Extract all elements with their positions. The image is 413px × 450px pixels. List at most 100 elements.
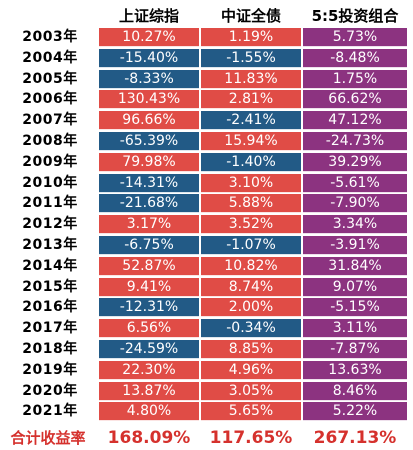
cell-shanghai-composite: 79.98% xyxy=(99,152,199,172)
cell-shanghai-composite: -8.33% xyxy=(99,69,199,89)
total-return-portfolio: 267.13% xyxy=(313,428,397,448)
table-row: 2021年 4.80% 5.65% 5.22% xyxy=(0,402,413,422)
cell-shanghai-composite: 130.43% xyxy=(99,90,199,110)
column-header-shanghai-composite: 上证综指 xyxy=(118,7,179,25)
cell-portfolio: -8.48% xyxy=(303,48,407,68)
year-label: 2003年 xyxy=(22,29,78,45)
table-row: 2019年 22.30% 4.96% 13.63% xyxy=(0,360,413,380)
cell-csi-bond: 2.81% xyxy=(201,90,301,110)
cell-csi-bond: 4.96% xyxy=(201,360,301,380)
cell-shanghai-composite: 10.27% xyxy=(99,28,199,47)
cell-shanghai-composite: -65.39% xyxy=(99,132,199,151)
year-label: 2009年 xyxy=(22,153,78,170)
cell-portfolio: -7.90% xyxy=(303,194,407,214)
cell-csi-bond: 5.88% xyxy=(201,194,301,214)
total-return-csi-bond: 117.65% xyxy=(209,428,293,448)
cell-portfolio: 1.75% xyxy=(303,69,407,89)
cell-shanghai-composite: 22.30% xyxy=(99,360,199,380)
year-label: 2011年 xyxy=(22,195,78,212)
table-row: 2006年 130.43% 2.81% 66.62% xyxy=(0,90,413,110)
cell-portfolio: 3.34% xyxy=(303,215,407,235)
cell-portfolio: 31.84% xyxy=(303,256,407,276)
year-label: 2004年 xyxy=(22,49,78,66)
cell-portfolio: -7.87% xyxy=(303,340,407,359)
table-row: 2008年 -65.39% 15.94% -24.73% xyxy=(0,132,413,151)
year-label: 2005年 xyxy=(22,70,78,87)
cell-shanghai-composite: -6.75% xyxy=(99,236,199,255)
cell-shanghai-composite: 6.56% xyxy=(99,319,199,339)
cell-csi-bond: -2.41% xyxy=(201,111,301,131)
cell-portfolio: 13.63% xyxy=(303,360,407,380)
table-row: 2004年 -15.40% -1.55% -8.48% xyxy=(0,48,413,68)
cell-shanghai-composite: -15.40% xyxy=(99,48,199,68)
cell-csi-bond: -1.40% xyxy=(201,152,301,172)
cell-portfolio: -5.15% xyxy=(303,298,407,318)
cell-portfolio: -24.73% xyxy=(303,132,407,151)
year-label: 2015年 xyxy=(22,278,78,295)
year-label: 2008年 xyxy=(22,133,78,149)
cell-csi-bond: 8.74% xyxy=(201,277,301,297)
year-label: 2017年 xyxy=(22,320,78,337)
cell-portfolio: 66.62% xyxy=(303,90,407,110)
cell-portfolio: 39.29% xyxy=(303,152,407,172)
year-label: 2006年 xyxy=(22,91,78,108)
table-row: 2007年 96.66% -2.41% 47.12% xyxy=(0,111,413,131)
year-label: 2012年 xyxy=(22,216,78,233)
cell-portfolio: 9.07% xyxy=(303,277,407,297)
table-row: 2012年 3.17% 3.52% 3.34% xyxy=(0,215,413,235)
cell-csi-bond: 5.65% xyxy=(201,402,301,422)
table-row: 2013年 -6.75% -1.07% -3.91% xyxy=(0,236,413,255)
table-row: 2018年 -24.59% 8.85% -7.87% xyxy=(0,340,413,359)
cell-csi-bond: 8.85% xyxy=(201,340,301,359)
table-row: 2003年 10.27% 1.19% 5.73% xyxy=(0,28,413,47)
table-row: 2011年 -21.68% 5.88% -7.90% xyxy=(0,194,413,214)
cell-csi-bond: 3.52% xyxy=(201,215,301,235)
cell-portfolio: 5.73% xyxy=(303,28,407,47)
year-label: 2021年 xyxy=(22,403,78,420)
cell-shanghai-composite: 9.41% xyxy=(99,277,199,297)
total-return-label: 合计收益率 xyxy=(10,429,86,447)
table-row: 2015年 9.41% 8.74% 9.07% xyxy=(0,277,413,297)
cell-shanghai-composite: 13.87% xyxy=(99,381,199,401)
table-row: 2005年 -8.33% 11.83% 1.75% xyxy=(0,69,413,89)
year-label: 2013年 xyxy=(22,237,78,253)
cell-csi-bond: 3.10% xyxy=(201,173,301,193)
cell-csi-bond: 3.05% xyxy=(201,381,301,401)
cell-portfolio: -3.91% xyxy=(303,236,407,255)
cell-portfolio: 5.22% xyxy=(303,402,407,422)
year-label: 2018年 xyxy=(22,341,78,357)
cell-csi-bond: 2.00% xyxy=(201,298,301,318)
table-row: 2020年 13.87% 3.05% 8.46% xyxy=(0,381,413,401)
cell-shanghai-composite: -21.68% xyxy=(99,194,199,214)
year-label: 2014年 xyxy=(22,257,78,274)
cell-csi-bond: 11.83% xyxy=(201,69,301,89)
table-row: 2014年 52.87% 10.82% 31.84% xyxy=(0,256,413,276)
cell-portfolio: 8.46% xyxy=(303,381,407,401)
year-label: 2010年 xyxy=(22,174,78,191)
cell-portfolio: 47.12% xyxy=(303,111,407,131)
table-row: 2010年 -14.31% 3.10% -5.61% xyxy=(0,173,413,193)
cell-shanghai-composite: -24.59% xyxy=(99,340,199,359)
cell-csi-bond: -1.07% xyxy=(201,236,301,255)
cell-shanghai-composite: -12.31% xyxy=(99,298,199,318)
table-row: 2017年 6.56% -0.34% 3.11% xyxy=(0,319,413,339)
column-header-csi-bond: 中证全债 xyxy=(220,7,281,25)
year-label: 2019年 xyxy=(22,361,78,378)
cell-shanghai-composite: 52.87% xyxy=(99,256,199,276)
cell-csi-bond: 10.82% xyxy=(201,256,301,276)
cell-csi-bond: -0.34% xyxy=(201,319,301,339)
cell-shanghai-composite: 96.66% xyxy=(99,111,199,131)
year-label: 2007年 xyxy=(22,112,78,129)
year-label: 2020年 xyxy=(22,382,78,399)
cell-portfolio: -5.61% xyxy=(303,173,407,193)
cell-shanghai-composite: -14.31% xyxy=(99,173,199,193)
column-header-portfolio: 5:5投资组合 xyxy=(311,7,399,25)
table-row: 2009年 79.98% -1.40% 39.29% xyxy=(0,152,413,172)
year-label: 2016年 xyxy=(22,299,78,316)
cell-shanghai-composite: 3.17% xyxy=(99,215,199,235)
cell-shanghai-composite: 4.80% xyxy=(99,402,199,422)
table-row: 2016年 -12.31% 2.00% -5.15% xyxy=(0,298,413,318)
cell-csi-bond: 1.19% xyxy=(201,28,301,47)
cell-csi-bond: 15.94% xyxy=(201,132,301,151)
cell-portfolio: 3.11% xyxy=(303,319,407,339)
